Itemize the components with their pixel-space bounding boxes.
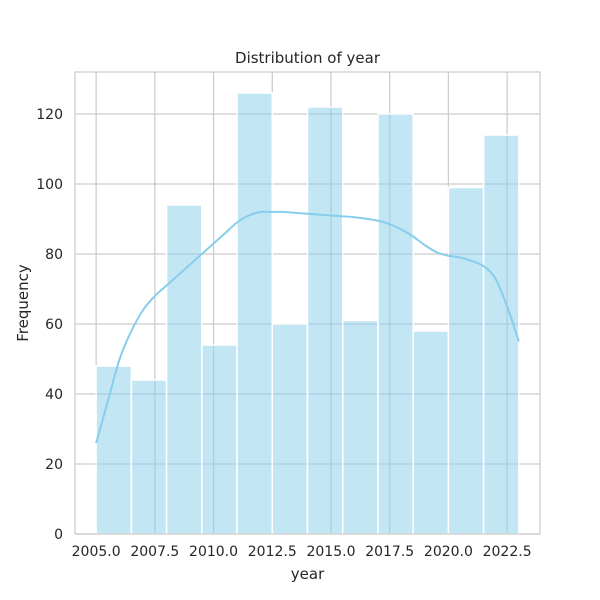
x-axis-ticks: 2005.0 2007.5 2010.0 2012.5 2015.0 2017.5 2020…: [72, 544, 532, 560]
histogram-bar: [341, 319, 379, 535]
y-axis-ticks: 0 20 40 60 80 100 120: [36, 107, 63, 543]
x-axis-label: year: [291, 565, 325, 583]
y-tick-label: 20: [45, 457, 63, 473]
histogram-bar: [130, 379, 168, 535]
histogram-bar: [482, 134, 520, 535]
chart-title: Distribution of year: [235, 49, 381, 67]
histogram-bar: [412, 330, 450, 535]
y-axis-label: Frequency: [14, 264, 32, 342]
y-tick-label: 0: [54, 527, 63, 543]
plot-frame: [74, 71, 541, 535]
histogram-bar: [377, 113, 414, 535]
x-tick-label: 2015.0: [306, 544, 355, 560]
x-tick-label: 2005.0: [72, 544, 121, 560]
y-tick-label: 40: [45, 387, 63, 403]
x-tick-label: 2012.5: [248, 544, 297, 560]
x-tick-label: 2010.0: [189, 544, 238, 560]
histogram-bar: [95, 365, 133, 535]
y-tick-label: 60: [45, 317, 63, 333]
histogram-bar: [165, 204, 203, 535]
kde-curve: [95, 210, 520, 444]
histogram-bar: [306, 106, 344, 535]
histogram-bars: [95, 92, 520, 535]
histogram-bar: [201, 344, 238, 535]
histogram-bar: [271, 323, 309, 535]
x-tick-label: 2022.5: [483, 544, 532, 560]
y-tick-label: 100: [36, 177, 63, 193]
y-tick-label: 80: [45, 247, 63, 263]
x-tick-label: 2007.5: [130, 544, 179, 560]
histogram-bar: [236, 92, 274, 535]
x-tick-label: 2017.5: [365, 544, 414, 560]
y-tick-label: 120: [36, 107, 63, 123]
histogram-bar: [447, 186, 485, 535]
x-tick-label: 2020.0: [424, 544, 473, 560]
